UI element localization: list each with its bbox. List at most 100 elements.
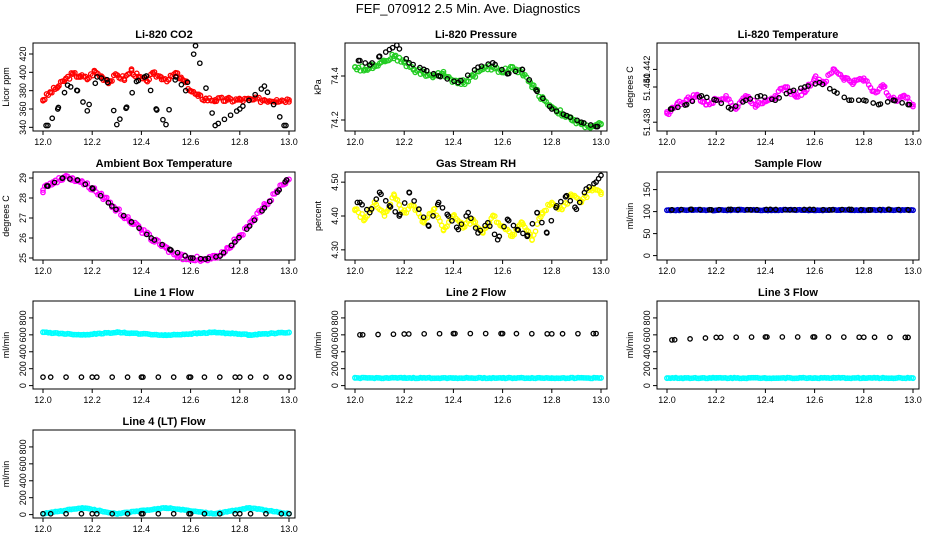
data-point: [840, 334, 847, 340]
y-tick-label: 74.2: [330, 111, 340, 129]
data-point: [900, 92, 907, 99]
data-point: [858, 206, 864, 213]
data-point: [201, 374, 208, 381]
x-tick-label: 12.2: [707, 266, 725, 276]
data-point: [435, 73, 442, 79]
y-tick-label: 0: [18, 512, 28, 517]
series-black: [40, 374, 292, 381]
x-tick-label: 12.8: [855, 266, 873, 276]
data-point: [450, 330, 457, 337]
x-tick-label: 12.8: [543, 137, 561, 147]
data-point: [513, 330, 520, 337]
data-point: [593, 123, 599, 130]
data-point: [261, 203, 268, 209]
data-point: [787, 206, 793, 213]
data-point: [905, 206, 911, 213]
data-point: [376, 53, 383, 60]
chart-title: Line 1 Flow: [134, 287, 194, 299]
data-point: [278, 374, 285, 381]
x-tick-label: 12.0: [346, 137, 364, 147]
data-point: [190, 51, 197, 58]
x-tick-label: 12.4: [445, 137, 463, 147]
data-point: [281, 122, 287, 129]
data-point: [40, 187, 46, 193]
data-point: [520, 230, 526, 237]
chart-pressure: Li-820 Pressure kPa 12.0 12.2 12.4 12.6 12.8 13…: [313, 29, 610, 147]
data-point: [150, 71, 157, 78]
data-point: [870, 100, 877, 106]
data-point: [393, 42, 400, 49]
data-point: [544, 330, 551, 337]
data-point: [123, 104, 130, 111]
data-point: [392, 208, 399, 215]
data-point: [217, 253, 223, 259]
data-point: [458, 221, 465, 228]
x-tick-label: 12.6: [806, 266, 824, 276]
data-point: [236, 510, 243, 517]
plot-frame: [32, 429, 296, 519]
data-point: [89, 374, 96, 381]
data-point: [841, 75, 847, 82]
x-tick-label: 12.4: [445, 266, 463, 276]
x-tick-label: 12.4: [757, 266, 775, 276]
data-point: [440, 68, 447, 75]
data-point: [562, 193, 569, 200]
data-point: [884, 99, 891, 105]
data-point: [905, 334, 911, 341]
data-point: [519, 66, 526, 73]
x-tick-label: 12.0: [658, 266, 676, 276]
data-point: [146, 76, 153, 83]
y-tick-label: 200: [330, 361, 340, 376]
data-point: [423, 67, 430, 74]
data-point: [92, 80, 99, 87]
data-point: [187, 510, 194, 517]
data-point: [247, 510, 254, 517]
y-axis-label: degrees C: [625, 66, 635, 108]
data-point: [236, 106, 243, 112]
data-point: [40, 510, 46, 517]
data-point: [175, 253, 182, 259]
x-tick-label: 12.6: [494, 266, 512, 276]
x-tick-label: 13.0: [280, 137, 298, 147]
data-point: [683, 101, 690, 108]
data-point: [273, 96, 280, 103]
data-point: [829, 206, 836, 213]
data-point: [440, 226, 447, 233]
data-point: [702, 335, 709, 341]
x-tick-label: 12.6: [494, 395, 512, 405]
data-point: [187, 374, 194, 381]
data-point: [860, 334, 867, 341]
data-point: [84, 75, 91, 82]
y-tick-label: 400: [330, 344, 340, 359]
data-point: [109, 374, 116, 381]
y-tick-label: 600: [330, 327, 340, 342]
data-point: [831, 88, 838, 95]
data-point: [196, 60, 203, 67]
data-point: [468, 215, 474, 222]
data-point: [113, 329, 120, 336]
data-point: [45, 183, 51, 189]
data-point: [865, 206, 872, 213]
data-point: [251, 217, 258, 224]
data-point: [240, 103, 246, 109]
data-point: [499, 66, 505, 73]
data-point: [467, 330, 474, 337]
chart-box_temp: Ambient Box Temperature degrees C 12.0 12.2…: [1, 158, 298, 276]
y-tick-label: 0: [642, 253, 652, 258]
data-point: [816, 79, 823, 86]
data-point: [489, 213, 496, 219]
data-point: [590, 330, 597, 337]
data-point: [201, 510, 208, 517]
x-tick-label: 13.0: [280, 524, 298, 534]
y-axis-label: ml/min: [625, 332, 635, 359]
data-point: [74, 177, 81, 183]
chart-li_temp: Li-820 Temperature degrees C 12.0 12.2 12.4 1…: [625, 29, 922, 147]
data-point: [510, 222, 517, 229]
data-point: [43, 122, 49, 129]
series-black: [43, 175, 290, 262]
x-tick-label: 13.0: [592, 395, 610, 405]
x-tick-label: 12.6: [182, 266, 200, 276]
data-point: [708, 206, 715, 213]
data-point: [163, 504, 169, 511]
data-point: [366, 62, 373, 68]
